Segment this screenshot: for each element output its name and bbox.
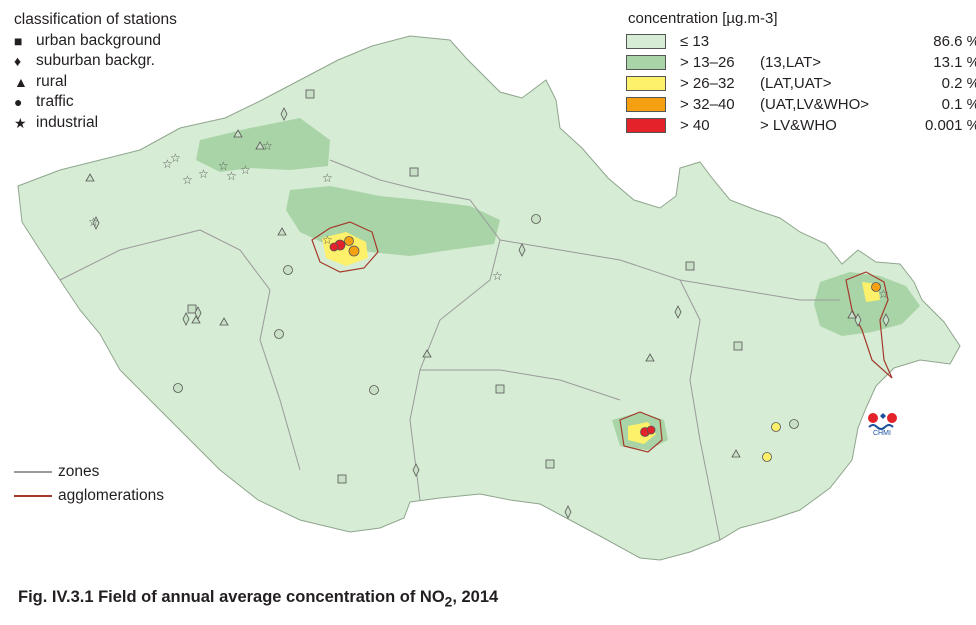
class-range: ≤ 13 — [680, 33, 710, 50]
concentration-class: > 26–32 (LAT,UAT> 0.2 % — [626, 73, 976, 94]
svg-text:☆: ☆ — [170, 151, 181, 165]
figure-caption: Fig. IV.3.1 Field of annual average conc… — [18, 588, 498, 609]
legend-label: traffic — [36, 93, 74, 110]
diamond-icon: ♦ — [14, 53, 22, 69]
class-percent: 86.6 % — [933, 33, 976, 50]
concentration-class: ≤ 13 86.6 % — [626, 31, 976, 52]
class-percent: 13.1 % — [933, 54, 976, 71]
legend-rural: ▲ rural — [14, 72, 177, 93]
star-icon: ★ — [14, 114, 27, 131]
class-percent: 0.001 % — [924, 117, 976, 134]
svg-text:☆: ☆ — [88, 215, 99, 229]
zone-line-swatch — [14, 471, 52, 473]
chmi-logo-icon — [868, 413, 897, 430]
svg-text:☆: ☆ — [262, 139, 273, 153]
legend-suburban: ♦ suburban backgr. — [14, 51, 177, 72]
caption-suffix: , 2014 — [452, 588, 499, 606]
color-swatch — [626, 118, 666, 133]
svg-text:☆: ☆ — [492, 269, 503, 283]
class-limits: (LAT,UAT> — [760, 75, 832, 92]
svg-text:☆: ☆ — [218, 159, 229, 173]
no2-concentration-map: ☆☆ ☆ ☆ ☆☆ ☆☆ ☆☆ ☆☆ ☆ — [17, 35, 961, 561]
triangle-icon: ▲ — [14, 73, 28, 90]
legend-traffic: ● traffic — [14, 92, 177, 113]
line-legend: zones agglomerations — [14, 460, 164, 508]
circle-icon: ● — [14, 94, 23, 110]
traffic-stations — [173, 214, 881, 462]
chmi-logo-text: CHMI — [873, 430, 891, 437]
legend-label: suburban backgr. — [36, 52, 155, 69]
concentration-class: > 32–40 (UAT,LV&WHO> 0.1 % — [626, 94, 976, 115]
legend-label: rural — [36, 72, 68, 90]
svg-text:☆: ☆ — [240, 163, 251, 177]
svg-text:☆: ☆ — [162, 157, 173, 171]
station-legend: classification of stations ■ urban backg… — [14, 10, 177, 133]
class-limits: (UAT,LV&WHO> — [760, 96, 870, 113]
legend-label: urban background — [36, 31, 161, 49]
class-limits: (13,LAT> — [760, 54, 822, 71]
legend-industrial: ★ industrial — [14, 113, 177, 134]
color-swatch — [626, 76, 666, 91]
concentration-legend: concentration [µg.m-3] ≤ 13 86.6 % > 13–… — [626, 10, 976, 136]
legend-label: industrial — [36, 113, 99, 131]
suburban-stations — [92, 107, 890, 519]
zone-13-26 — [196, 118, 920, 450]
concentration-class: > 40 > LV&WHO 0.001 % — [626, 115, 976, 136]
class-range: > 26–32 — [680, 75, 735, 92]
svg-text:☆: ☆ — [226, 169, 237, 183]
urban-background-stations — [187, 89, 743, 484]
prague-agglomeration — [311, 221, 379, 273]
color-swatch — [626, 55, 666, 70]
station-legend-title: classification of stations — [14, 11, 177, 28]
legend-agglomerations: agglomerations — [14, 484, 164, 508]
chmi-logo — [866, 410, 902, 446]
agglomeration-line-swatch — [14, 495, 52, 497]
stations: ☆☆ ☆ ☆ ☆☆ ☆☆ ☆☆ ☆☆ ☆ — [85, 89, 890, 519]
square-icon: ■ — [14, 32, 23, 49]
legend-label: zones — [58, 463, 100, 480]
concentration-legend-title: concentration [µg.m-3] — [628, 10, 778, 27]
svg-text:☆: ☆ — [198, 167, 209, 181]
rural-stations — [85, 129, 857, 458]
class-range: > 13–26 — [680, 54, 735, 71]
legend-label: agglomerations — [58, 487, 164, 504]
svg-text:☆: ☆ — [878, 287, 889, 301]
color-swatch — [626, 34, 666, 49]
zone-borders — [59, 159, 840, 541]
class-limits: > LV&WHO — [760, 117, 837, 134]
class-range: > 32–40 — [680, 96, 735, 113]
brno-agglomeration — [619, 411, 663, 453]
industrial-stations: ☆☆ ☆ ☆ ☆☆ ☆☆ ☆☆ ☆☆ ☆ — [88, 139, 889, 301]
legend-urban-background: ■ urban background — [14, 31, 177, 52]
svg-text:☆: ☆ — [182, 173, 193, 187]
color-swatch — [626, 97, 666, 112]
concentration-class: > 13–26 (13,LAT> 13.1 % — [626, 52, 976, 73]
svg-text:☆: ☆ — [322, 171, 333, 185]
class-percent: 0.1 % — [941, 96, 976, 113]
caption-text: Fig. IV.3.1 Field of annual average conc… — [18, 588, 445, 606]
svg-text:☆: ☆ — [322, 233, 333, 247]
caption-subscript: 2 — [444, 594, 453, 610]
class-range: > 40 — [680, 117, 710, 134]
legend-zones: zones — [14, 460, 164, 484]
class-percent: 0.2 % — [941, 75, 976, 92]
